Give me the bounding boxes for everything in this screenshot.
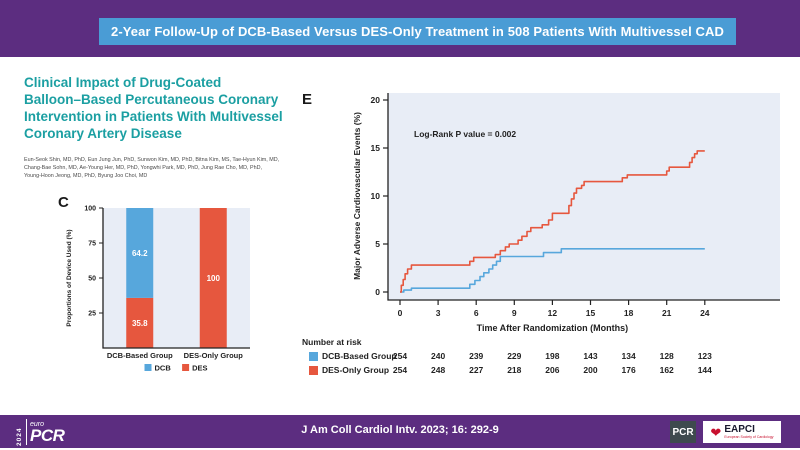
- panel-e-label: E: [302, 91, 313, 108]
- author-line: Eun-Seok Shin, MD, PhD, Eun Jung Jun, Ph…: [24, 157, 280, 163]
- legend-swatch: [144, 364, 152, 371]
- km-xtick: 24: [700, 308, 710, 318]
- europcr-logo: 2024 euro PCR: [16, 418, 65, 446]
- bar-ylabel: Proportions of Device Used (%): [66, 229, 73, 326]
- legend-label: DCB: [155, 364, 172, 373]
- eapci-logo: ❤ EAPCI European Society of Cardiology: [703, 421, 781, 443]
- eapci-name: EAPCI: [724, 424, 755, 435]
- paper-title: Clinical Impact of Drug-Coated Balloon–B…: [24, 74, 314, 142]
- panel-c-label: C: [58, 194, 69, 211]
- km-series-DES-Only Group: [400, 150, 705, 293]
- risk-value: 206: [545, 365, 560, 375]
- risk-value: 248: [431, 365, 446, 375]
- paper-title-line: Coronary Artery Disease: [24, 126, 182, 141]
- km-ytick: 10: [371, 191, 381, 201]
- km-xtick: 6: [474, 308, 479, 318]
- heart-icon: ❤: [710, 424, 722, 440]
- bar-category-label: DES-Only Group: [184, 351, 244, 360]
- km-xtick: 9: [512, 308, 517, 318]
- km-ytick: 0: [375, 287, 380, 297]
- footer-band: J Am Coll Cardiol Intv. 2023; 16: 292-9 …: [0, 415, 800, 448]
- bar-plot-area: [103, 208, 250, 348]
- panel-c: C 25 50 75 100 Proportions of Device Used (%…: [58, 192, 278, 382]
- km-ytick: 20: [371, 95, 381, 105]
- eapci-subtext: European Society of Cardiology: [724, 435, 774, 439]
- risk-value: 240: [431, 351, 446, 361]
- risk-value: 162: [659, 365, 674, 375]
- bar-ytick: 100: [84, 206, 96, 213]
- km-xlabel: Time After Randomization (Months): [477, 323, 629, 333]
- risk-value: 239: [469, 351, 484, 361]
- risk-value: 254: [392, 351, 408, 361]
- bar-ytick: 50: [88, 276, 96, 283]
- risk-value: 134: [621, 351, 636, 361]
- risk-value: 218: [507, 365, 522, 375]
- risk-value: 227: [469, 365, 484, 375]
- paper-title-line: Balloon–Based Percutaneous Coronary: [24, 92, 279, 107]
- panel-e: E 0 5 10 15 20 0 3 6 9 12 15 18 21 24 Major Adverse Ca…: [302, 85, 790, 335]
- risk-table: Number at risk DCB-Based Group 254 240 239 2…: [302, 337, 790, 385]
- header-band: 2-Year Follow-Up of DCB-Based Versus DES…: [0, 0, 800, 57]
- km-xtick: 12: [548, 308, 558, 318]
- pcr-logo: PCR: [670, 421, 696, 443]
- km-annotation: Log-Rank P value = 0.002: [414, 129, 516, 139]
- risk-value: 254: [392, 365, 408, 375]
- km-plot-area: [388, 93, 780, 300]
- bar-category-label: DCB-Based Group: [107, 351, 173, 360]
- km-xtick: 0: [398, 308, 403, 318]
- km-ytick: 5: [375, 239, 380, 249]
- km-xtick: 3: [436, 308, 441, 318]
- km-ytick: 15: [371, 143, 381, 153]
- km-ylabel: Major Adverse Cardiovascular Events (%): [352, 112, 362, 280]
- author-line: Chang-Bae Sohn, MD, Ae-Young Her, MD, Ph…: [24, 165, 263, 171]
- km-series-DCB-Based Group: [400, 248, 705, 293]
- risk-value: 144: [697, 365, 712, 375]
- km-chart-svg: 0 5 10 15 20 0 3 6 9 12 15 18 21 24 Major Adverse Card…: [352, 93, 780, 333]
- europcr-divider: [26, 419, 27, 445]
- km-xtick: 15: [586, 308, 596, 318]
- europcr-pcr-text: PCR: [30, 425, 65, 445]
- paper-title-line: Intervention in Patients With Multivesse…: [24, 109, 283, 124]
- legend-swatch: [182, 364, 190, 371]
- page-title: 2-Year Follow-Up of DCB-Based Versus DES…: [99, 18, 736, 45]
- bar-ytick: 25: [88, 311, 96, 318]
- bar-segment: [126, 208, 154, 298]
- bar-axes: [102, 208, 250, 349]
- legend-label: DES: [192, 364, 207, 373]
- risk-value: 176: [621, 365, 636, 375]
- footer-citation: J Am Coll Cardiol Intv. 2023; 16: 292-9: [301, 424, 499, 436]
- europcr-year: 2024: [16, 427, 23, 446]
- bar-value-label: 35.8: [132, 319, 148, 328]
- risk-value: 198: [545, 351, 560, 361]
- author-line: Young-Hoon Jeong, MD, PhD, Byung Joo Cho…: [24, 173, 148, 179]
- risk-value: 229: [507, 351, 522, 361]
- risk-value: 200: [583, 365, 598, 375]
- risk-table-title: Number at risk: [302, 337, 362, 347]
- risk-row-label: DCB-Based Group: [322, 351, 397, 361]
- paper-authors: Eun-Seok Shin, MD, PhD, Eun Jung Jun, Ph…: [24, 156, 314, 180]
- risk-row-label: DES-Only Group: [322, 365, 390, 375]
- paper-title-line: Clinical Impact of Drug-Coated: [24, 75, 222, 90]
- risk-value: 123: [697, 351, 712, 361]
- bar-ytick: 75: [88, 241, 96, 248]
- risk-row-swatch: [309, 366, 318, 375]
- km-xtick: 18: [624, 308, 634, 318]
- risk-value: 143: [583, 351, 598, 361]
- km-axes: [387, 93, 780, 301]
- risk-row-swatch: [309, 352, 318, 361]
- bar-segment: [126, 297, 154, 348]
- risk-value: 128: [659, 351, 674, 361]
- europcr-euro-text: euro: [30, 420, 45, 428]
- bar-value-label: 100: [207, 274, 221, 283]
- bar-value-label: 64.2: [132, 249, 148, 258]
- bar-chart-svg: 25 50 75 100 Proportions of Device Used (%) 3…: [66, 206, 250, 373]
- km-xtick: 21: [662, 308, 672, 318]
- bar-segment: [199, 208, 227, 348]
